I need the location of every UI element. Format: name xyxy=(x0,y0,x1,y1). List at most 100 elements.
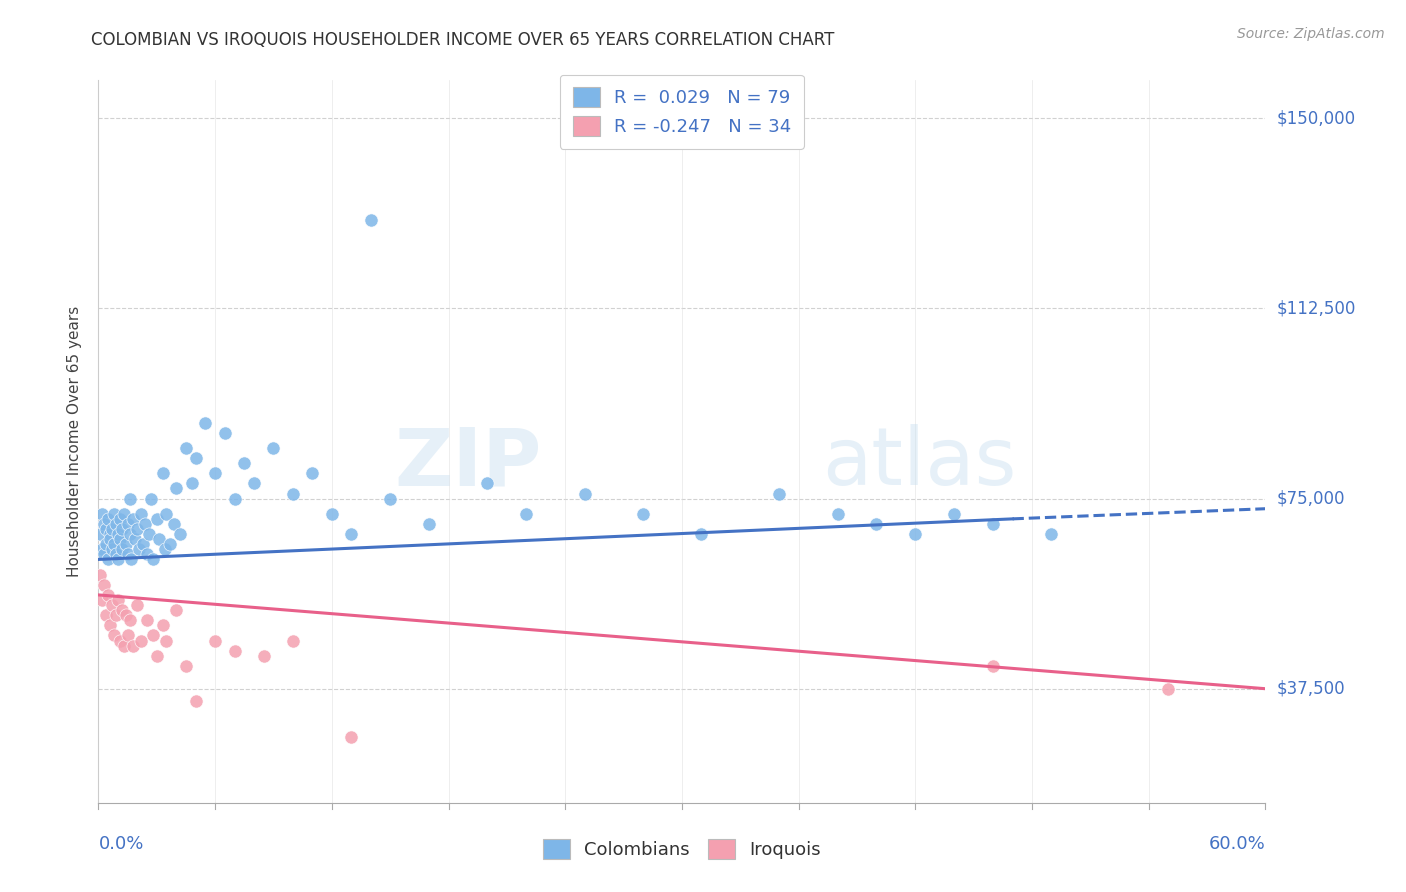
Point xyxy=(112,507,135,521)
Point xyxy=(111,603,134,617)
Point xyxy=(93,516,115,531)
Point xyxy=(1040,527,1063,541)
Point xyxy=(97,512,120,526)
Point xyxy=(142,552,165,566)
Point xyxy=(114,608,136,623)
Point xyxy=(340,730,363,744)
Point xyxy=(281,633,304,648)
Point xyxy=(114,537,136,551)
Point xyxy=(97,588,120,602)
Point xyxy=(128,542,150,557)
Point xyxy=(253,648,276,663)
Point xyxy=(477,476,499,491)
Point xyxy=(981,516,1004,531)
Point xyxy=(96,522,118,536)
Text: 0.0%: 0.0% xyxy=(98,835,143,854)
Point xyxy=(165,482,187,496)
Point xyxy=(118,491,141,506)
Point xyxy=(117,547,139,561)
Point xyxy=(631,507,654,521)
Point xyxy=(281,486,304,500)
Legend: Colombians, Iroquois: Colombians, Iroquois xyxy=(536,831,828,866)
Point xyxy=(98,532,121,546)
Point xyxy=(103,507,125,521)
Text: $150,000: $150,000 xyxy=(1277,110,1355,128)
Point xyxy=(904,527,927,541)
Point xyxy=(132,537,155,551)
Point xyxy=(96,537,118,551)
Point xyxy=(103,537,125,551)
Point xyxy=(118,613,141,627)
Point xyxy=(98,527,121,541)
Point xyxy=(91,507,114,521)
Text: 60.0%: 60.0% xyxy=(1209,835,1265,854)
Point xyxy=(101,542,124,557)
Point xyxy=(224,643,246,657)
Point xyxy=(98,618,121,632)
Point xyxy=(243,476,266,491)
Point xyxy=(91,542,114,557)
Point xyxy=(321,507,343,521)
Point xyxy=(111,542,134,557)
Point xyxy=(117,628,139,642)
Point xyxy=(96,608,118,623)
Point xyxy=(340,527,363,541)
Point xyxy=(111,522,134,536)
Point xyxy=(184,694,207,708)
Point xyxy=(174,659,197,673)
Point xyxy=(142,628,165,642)
Text: atlas: atlas xyxy=(823,425,1017,502)
Point xyxy=(155,633,177,648)
Point xyxy=(89,567,111,582)
Point xyxy=(108,532,131,546)
Point xyxy=(124,532,146,546)
Point xyxy=(943,507,966,521)
Point xyxy=(121,552,143,566)
Text: COLOMBIAN VS IROQUOIS HOUSEHOLDER INCOME OVER 65 YEARS CORRELATION CHART: COLOMBIAN VS IROQUOIS HOUSEHOLDER INCOME… xyxy=(91,31,835,49)
Point xyxy=(101,598,124,612)
Point xyxy=(1157,681,1180,696)
Point xyxy=(152,467,174,481)
Text: ZIP: ZIP xyxy=(395,425,541,502)
Text: $37,500: $37,500 xyxy=(1277,680,1346,698)
Text: $75,000: $75,000 xyxy=(1277,490,1346,508)
Point xyxy=(768,486,790,500)
Point xyxy=(93,547,115,561)
Point xyxy=(108,512,131,526)
Point xyxy=(107,552,129,566)
Point xyxy=(515,507,537,521)
Point xyxy=(163,516,186,531)
Point xyxy=(165,603,187,617)
Point xyxy=(214,425,236,440)
Y-axis label: Householder Income Over 65 years: Householder Income Over 65 years xyxy=(67,306,83,577)
Point xyxy=(117,516,139,531)
Point xyxy=(174,441,197,455)
Point xyxy=(127,598,149,612)
Point xyxy=(93,578,115,592)
Text: $112,500: $112,500 xyxy=(1277,300,1355,318)
Point xyxy=(827,507,849,521)
Point xyxy=(107,593,129,607)
Point xyxy=(233,456,256,470)
Point xyxy=(204,467,226,481)
Point xyxy=(122,639,145,653)
Point xyxy=(152,618,174,632)
Point xyxy=(380,491,402,506)
Point xyxy=(146,648,169,663)
Point xyxy=(418,516,440,531)
Point xyxy=(103,628,125,642)
Point xyxy=(180,476,202,491)
Point xyxy=(301,467,323,481)
Point xyxy=(107,527,129,541)
Point xyxy=(574,486,596,500)
Point xyxy=(224,491,246,506)
Point xyxy=(136,613,159,627)
Point xyxy=(184,450,207,465)
Point xyxy=(122,512,145,526)
Point xyxy=(360,212,382,227)
Point xyxy=(112,639,135,653)
Point xyxy=(138,527,160,541)
Point xyxy=(262,441,284,455)
Point xyxy=(104,608,127,623)
Point xyxy=(865,516,887,531)
